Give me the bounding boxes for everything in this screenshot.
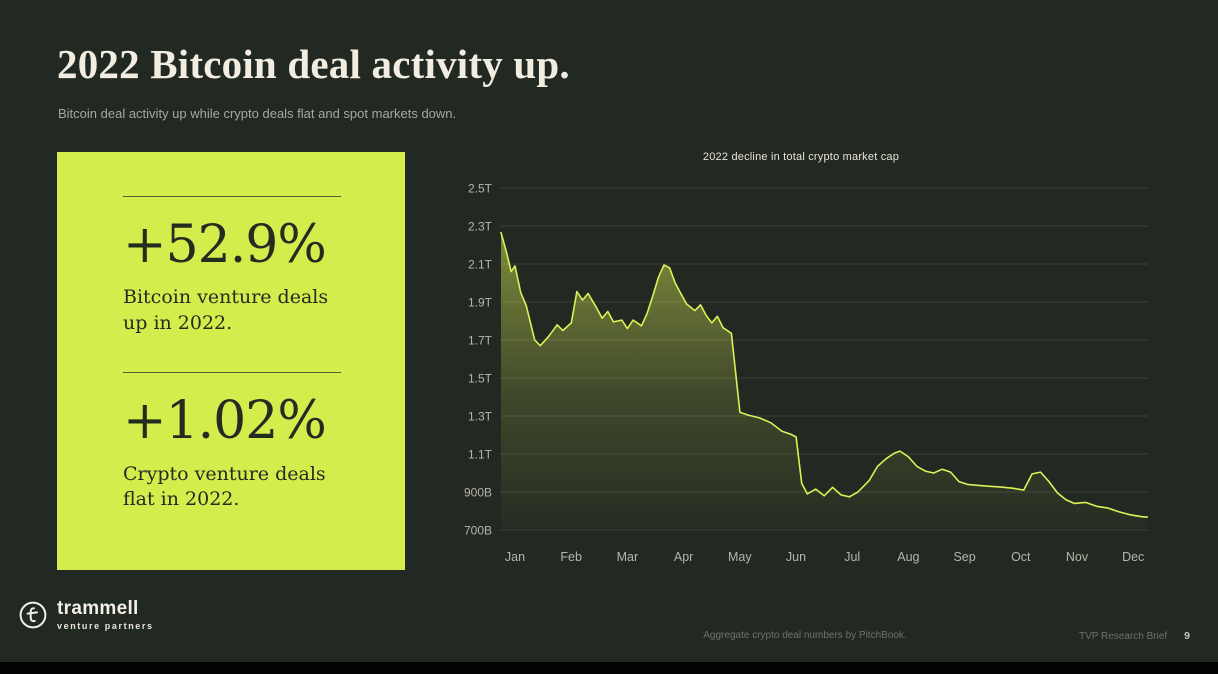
- brief-footer: TVP Research Brief 9: [1079, 630, 1190, 642]
- svg-text:Aug: Aug: [897, 550, 919, 564]
- svg-text:Mar: Mar: [617, 550, 639, 564]
- svg-text:Oct: Oct: [1011, 550, 1031, 564]
- logo-name: trammell: [57, 598, 139, 619]
- bitcoin-stat-value: +52.9%: [123, 215, 327, 275]
- crypto-stat-label: Crypto venture deals flat in 2022.: [123, 462, 326, 511]
- trammell-logo-icon: [19, 601, 47, 629]
- page-number: 9: [1184, 630, 1190, 642]
- divider: [123, 372, 341, 374]
- svg-text:Sep: Sep: [953, 550, 975, 564]
- page-subtitle: Bitcoin deal activity up while crypto de…: [58, 106, 457, 121]
- source-note: Aggregate crypto deal numbers by PitchBo…: [703, 630, 907, 641]
- logo-tagline: venture partners: [57, 621, 154, 631]
- svg-text:Jun: Jun: [786, 550, 806, 564]
- divider: [123, 196, 341, 197]
- svg-text:Feb: Feb: [560, 550, 582, 564]
- svg-text:2.3T: 2.3T: [468, 220, 493, 234]
- logo-text: trammell venture partners: [57, 599, 154, 631]
- crypto-stat-value: +1.02%: [123, 391, 327, 452]
- svg-text:1.9T: 1.9T: [468, 296, 493, 310]
- svg-text:Jan: Jan: [505, 550, 525, 564]
- svg-text:2.5T: 2.5T: [468, 182, 493, 196]
- svg-text:1.3T: 1.3T: [468, 410, 493, 424]
- svg-text:2.1T: 2.1T: [468, 258, 493, 272]
- svg-text:1.7T: 1.7T: [468, 334, 493, 348]
- trammell-logo: trammell venture partners: [18, 599, 154, 631]
- market-cap-chart: 2022 decline in total crypto market cap …: [448, 151, 1154, 572]
- svg-text:700B: 700B: [464, 524, 492, 538]
- svg-text:Jul: Jul: [844, 550, 860, 564]
- stats-card: +52.9% Bitcoin venture deals up in 2022.…: [57, 152, 405, 570]
- bitcoin-stat-label: Bitcoin venture deals up in 2022.: [123, 286, 329, 334]
- market-cap-area-chart: 2.5T 2.3T 2.1T 1.9T 1.7T 1.5T 1.3T 1.1T 900B 700B…: [464, 182, 1149, 564]
- page-title: 2022 Bitcoin deal activity up.: [57, 41, 570, 87]
- svg-text:1.1T: 1.1T: [468, 448, 493, 462]
- svg-text:1.5T: 1.5T: [468, 372, 493, 386]
- bottom-bar: [0, 662, 1218, 674]
- svg-text:Dec: Dec: [1122, 550, 1144, 564]
- svg-text:900B: 900B: [464, 486, 492, 500]
- svg-text:Nov: Nov: [1066, 550, 1089, 564]
- svg-text:Apr: Apr: [674, 550, 693, 564]
- brief-label: TVP Research Brief: [1078, 631, 1168, 642]
- svg-text:May: May: [728, 550, 752, 564]
- chart-title: 2022 decline in total crypto market cap: [702, 151, 900, 163]
